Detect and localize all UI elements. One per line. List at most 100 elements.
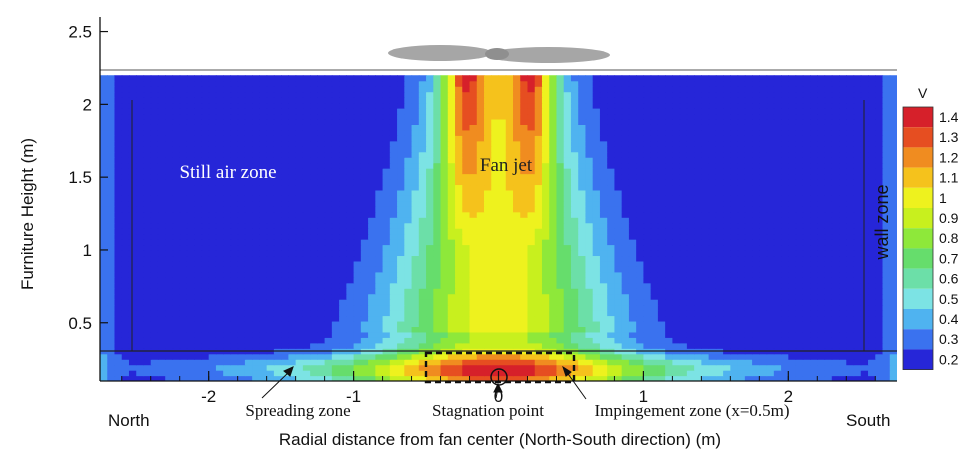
contour-cell	[766, 178, 775, 186]
contour-cell	[759, 255, 768, 262]
contour-cell	[505, 244, 514, 251]
contour-cell	[179, 135, 188, 142]
contour-cell	[570, 255, 579, 262]
contour-cell	[201, 173, 210, 180]
contour-cell	[121, 244, 130, 251]
contour-cell	[701, 228, 710, 235]
contour-cell	[882, 315, 891, 322]
contour-cell	[273, 228, 282, 235]
contour-cell	[353, 151, 362, 158]
contour-cell	[476, 162, 485, 169]
contour-cell	[339, 184, 347, 191]
contour-cell	[476, 266, 485, 273]
contour-cell	[563, 282, 572, 289]
contour-cell	[585, 206, 594, 213]
contour-cell	[665, 320, 673, 327]
contour-cell	[157, 151, 166, 158]
contour-cell	[484, 337, 492, 344]
contour-cell	[701, 337, 710, 344]
contour-cell	[512, 168, 521, 175]
contour-cell	[824, 359, 833, 366]
contour-cell	[853, 320, 862, 327]
contour-cell	[128, 217, 137, 224]
contour-cell	[404, 320, 413, 327]
contour-cell	[353, 288, 362, 295]
contour-cell	[578, 211, 587, 218]
contour-cell	[607, 244, 616, 251]
contour-cell	[686, 353, 695, 360]
contour-cell	[534, 184, 543, 191]
contour-cell	[389, 222, 398, 229]
contour-cell	[875, 162, 884, 169]
contour-cell	[150, 162, 159, 169]
contour-cell	[860, 277, 869, 284]
contour-cell	[252, 282, 260, 289]
contour-cell	[237, 244, 246, 251]
contour-cell	[201, 293, 210, 300]
contour-cell	[527, 299, 536, 306]
contour-cell	[100, 337, 108, 344]
contour-cell	[302, 326, 311, 333]
contour-cell	[578, 364, 587, 371]
contour-cell	[512, 375, 521, 381]
contour-cell	[143, 189, 152, 196]
contour-cell	[744, 222, 753, 229]
contour-cell	[824, 135, 833, 142]
contour-cell	[570, 266, 579, 273]
contour-cell	[375, 255, 384, 262]
contour-cell	[143, 129, 152, 136]
contour-cell	[100, 342, 108, 349]
contour-cell	[505, 146, 514, 153]
contour-cell	[447, 299, 456, 306]
contour-cell	[839, 315, 847, 322]
contour-cell	[339, 200, 347, 207]
contour-cell	[302, 304, 311, 311]
contour-cell	[382, 157, 391, 164]
contour-cell	[585, 260, 594, 267]
contour-cell	[418, 129, 427, 136]
contour-cell	[418, 331, 427, 338]
contour-cell	[339, 299, 347, 306]
contour-cell	[397, 260, 405, 267]
contour-cell	[339, 370, 347, 377]
contour-cell	[237, 151, 246, 158]
contour-cell	[360, 178, 369, 186]
contour-cell	[433, 271, 442, 278]
contour-cell	[585, 244, 594, 251]
contour-cell	[505, 222, 514, 229]
contour-cell	[179, 189, 188, 196]
contour-cell	[302, 129, 311, 136]
contour-cell	[128, 353, 137, 360]
contour-cell	[157, 135, 166, 142]
contour-cell	[679, 326, 688, 333]
contour-cell	[578, 320, 587, 327]
contour-cell	[839, 304, 847, 311]
contour-cell	[723, 266, 731, 273]
contour-cell	[426, 249, 434, 257]
contour-cell	[302, 244, 311, 251]
contour-cell	[846, 189, 855, 196]
contour-cell	[875, 364, 884, 371]
contour-cell	[455, 342, 463, 349]
contour-cell	[737, 249, 746, 257]
contour-cell	[317, 244, 326, 251]
contour-cell	[433, 195, 442, 202]
contour-cell	[715, 157, 724, 164]
contour-cell	[302, 146, 311, 153]
contour-cell	[817, 189, 826, 196]
contour-cell	[259, 146, 268, 153]
contour-cell	[578, 370, 587, 377]
contour-cell	[281, 277, 289, 284]
contour-cell	[114, 364, 123, 371]
contour-cell	[788, 217, 797, 224]
contour-cell	[484, 233, 492, 240]
contour-cell	[534, 299, 543, 306]
contour-cell	[875, 184, 884, 191]
contour-cell	[810, 211, 818, 218]
contour-cell	[360, 168, 369, 175]
contour-cell	[186, 129, 195, 136]
contour-cell	[295, 342, 304, 349]
contour-cell	[259, 217, 268, 224]
contour-cell	[426, 239, 434, 246]
contour-cell	[404, 370, 413, 377]
